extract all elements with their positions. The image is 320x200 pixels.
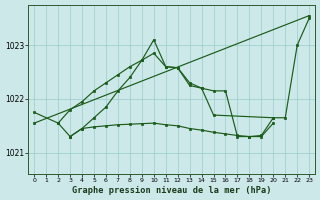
X-axis label: Graphe pression niveau de la mer (hPa): Graphe pression niveau de la mer (hPa) (72, 186, 271, 195)
